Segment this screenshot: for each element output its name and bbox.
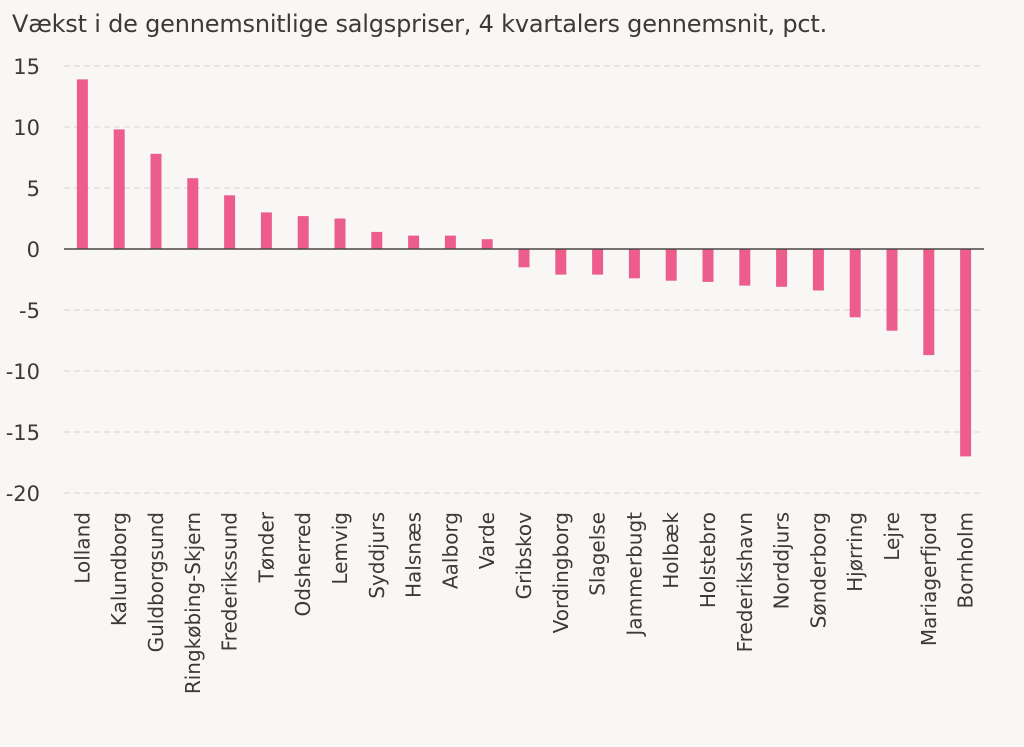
x-category-label: Frederikshavn <box>733 512 757 652</box>
bar <box>812 249 824 291</box>
x-category-label: Halsnæs <box>402 512 426 598</box>
y-tick-label: 5 <box>27 177 40 201</box>
bar <box>334 218 346 249</box>
bar <box>849 249 861 318</box>
x-category-label: Mariagerfjord <box>917 512 941 646</box>
bar <box>518 249 530 268</box>
bar <box>592 249 604 275</box>
x-category-label: Jammerbugt <box>622 512 646 638</box>
bar <box>224 195 236 249</box>
x-category-label: Hjørring <box>843 512 867 592</box>
bar <box>739 249 751 286</box>
x-category-label: Gribskov <box>512 512 536 599</box>
y-tick-label: -5 <box>19 299 40 323</box>
x-category-label: Varde <box>475 512 499 569</box>
x-category-label: Bornholm <box>954 512 978 608</box>
bar <box>408 235 420 249</box>
bar <box>923 249 935 356</box>
y-axis-tick-labels: 15 10 5 0 -5 -10 -15 -20 <box>6 55 40 506</box>
bar <box>628 249 640 279</box>
x-category-label: Ringkøbing-Skjern <box>181 512 205 694</box>
bar <box>297 216 309 249</box>
x-category-label: Guldborgsund <box>144 512 168 652</box>
x-category-label: Lemvig <box>328 512 352 585</box>
x-category-label: Holstebro <box>696 512 720 608</box>
y-tick-label: -20 <box>6 482 40 506</box>
x-category-label: Odsherred <box>291 512 315 617</box>
x-category-label: Aalborg <box>438 512 462 589</box>
x-category-label: Norddjurs <box>770 512 794 609</box>
x-category-label: Lejre <box>880 512 904 561</box>
y-tick-label: 0 <box>27 238 40 262</box>
y-tick-label: -15 <box>6 421 40 445</box>
gridlines <box>64 65 984 494</box>
x-category-label: Kalundborg <box>107 512 131 626</box>
bar <box>665 249 677 281</box>
x-category-label: Lolland <box>70 512 94 584</box>
x-category-label: Tønder <box>254 511 278 583</box>
x-category-label: Syddjurs <box>365 512 389 599</box>
bar <box>113 129 125 249</box>
x-category-label: Holbæk <box>659 512 683 589</box>
bar <box>260 212 272 249</box>
bar <box>187 178 199 249</box>
bars <box>76 79 972 457</box>
y-tick-label: 10 <box>13 116 40 140</box>
bar <box>371 231 383 249</box>
x-category-label: Vordingborg <box>549 512 573 633</box>
y-tick-label: -10 <box>6 360 40 384</box>
bar <box>886 249 898 331</box>
bar <box>150 153 162 249</box>
bar <box>702 249 714 282</box>
bar <box>960 249 972 457</box>
bar <box>776 249 788 287</box>
bar <box>481 239 493 249</box>
x-axis-category-labels: Lolland Kalundborg Guldborgsund Ringkøbing-… <box>70 511 977 694</box>
bar <box>76 79 88 250</box>
x-category-label: Sønderborg <box>806 512 830 628</box>
y-tick-label: 15 <box>13 55 40 79</box>
chart-title: Vækst i de gennemsnitlige salgspriser, 4… <box>12 10 828 38</box>
x-category-label: Slagelse <box>586 512 610 596</box>
bar <box>444 235 456 249</box>
x-category-label: Frederikssund <box>218 512 242 651</box>
bar <box>555 249 567 275</box>
